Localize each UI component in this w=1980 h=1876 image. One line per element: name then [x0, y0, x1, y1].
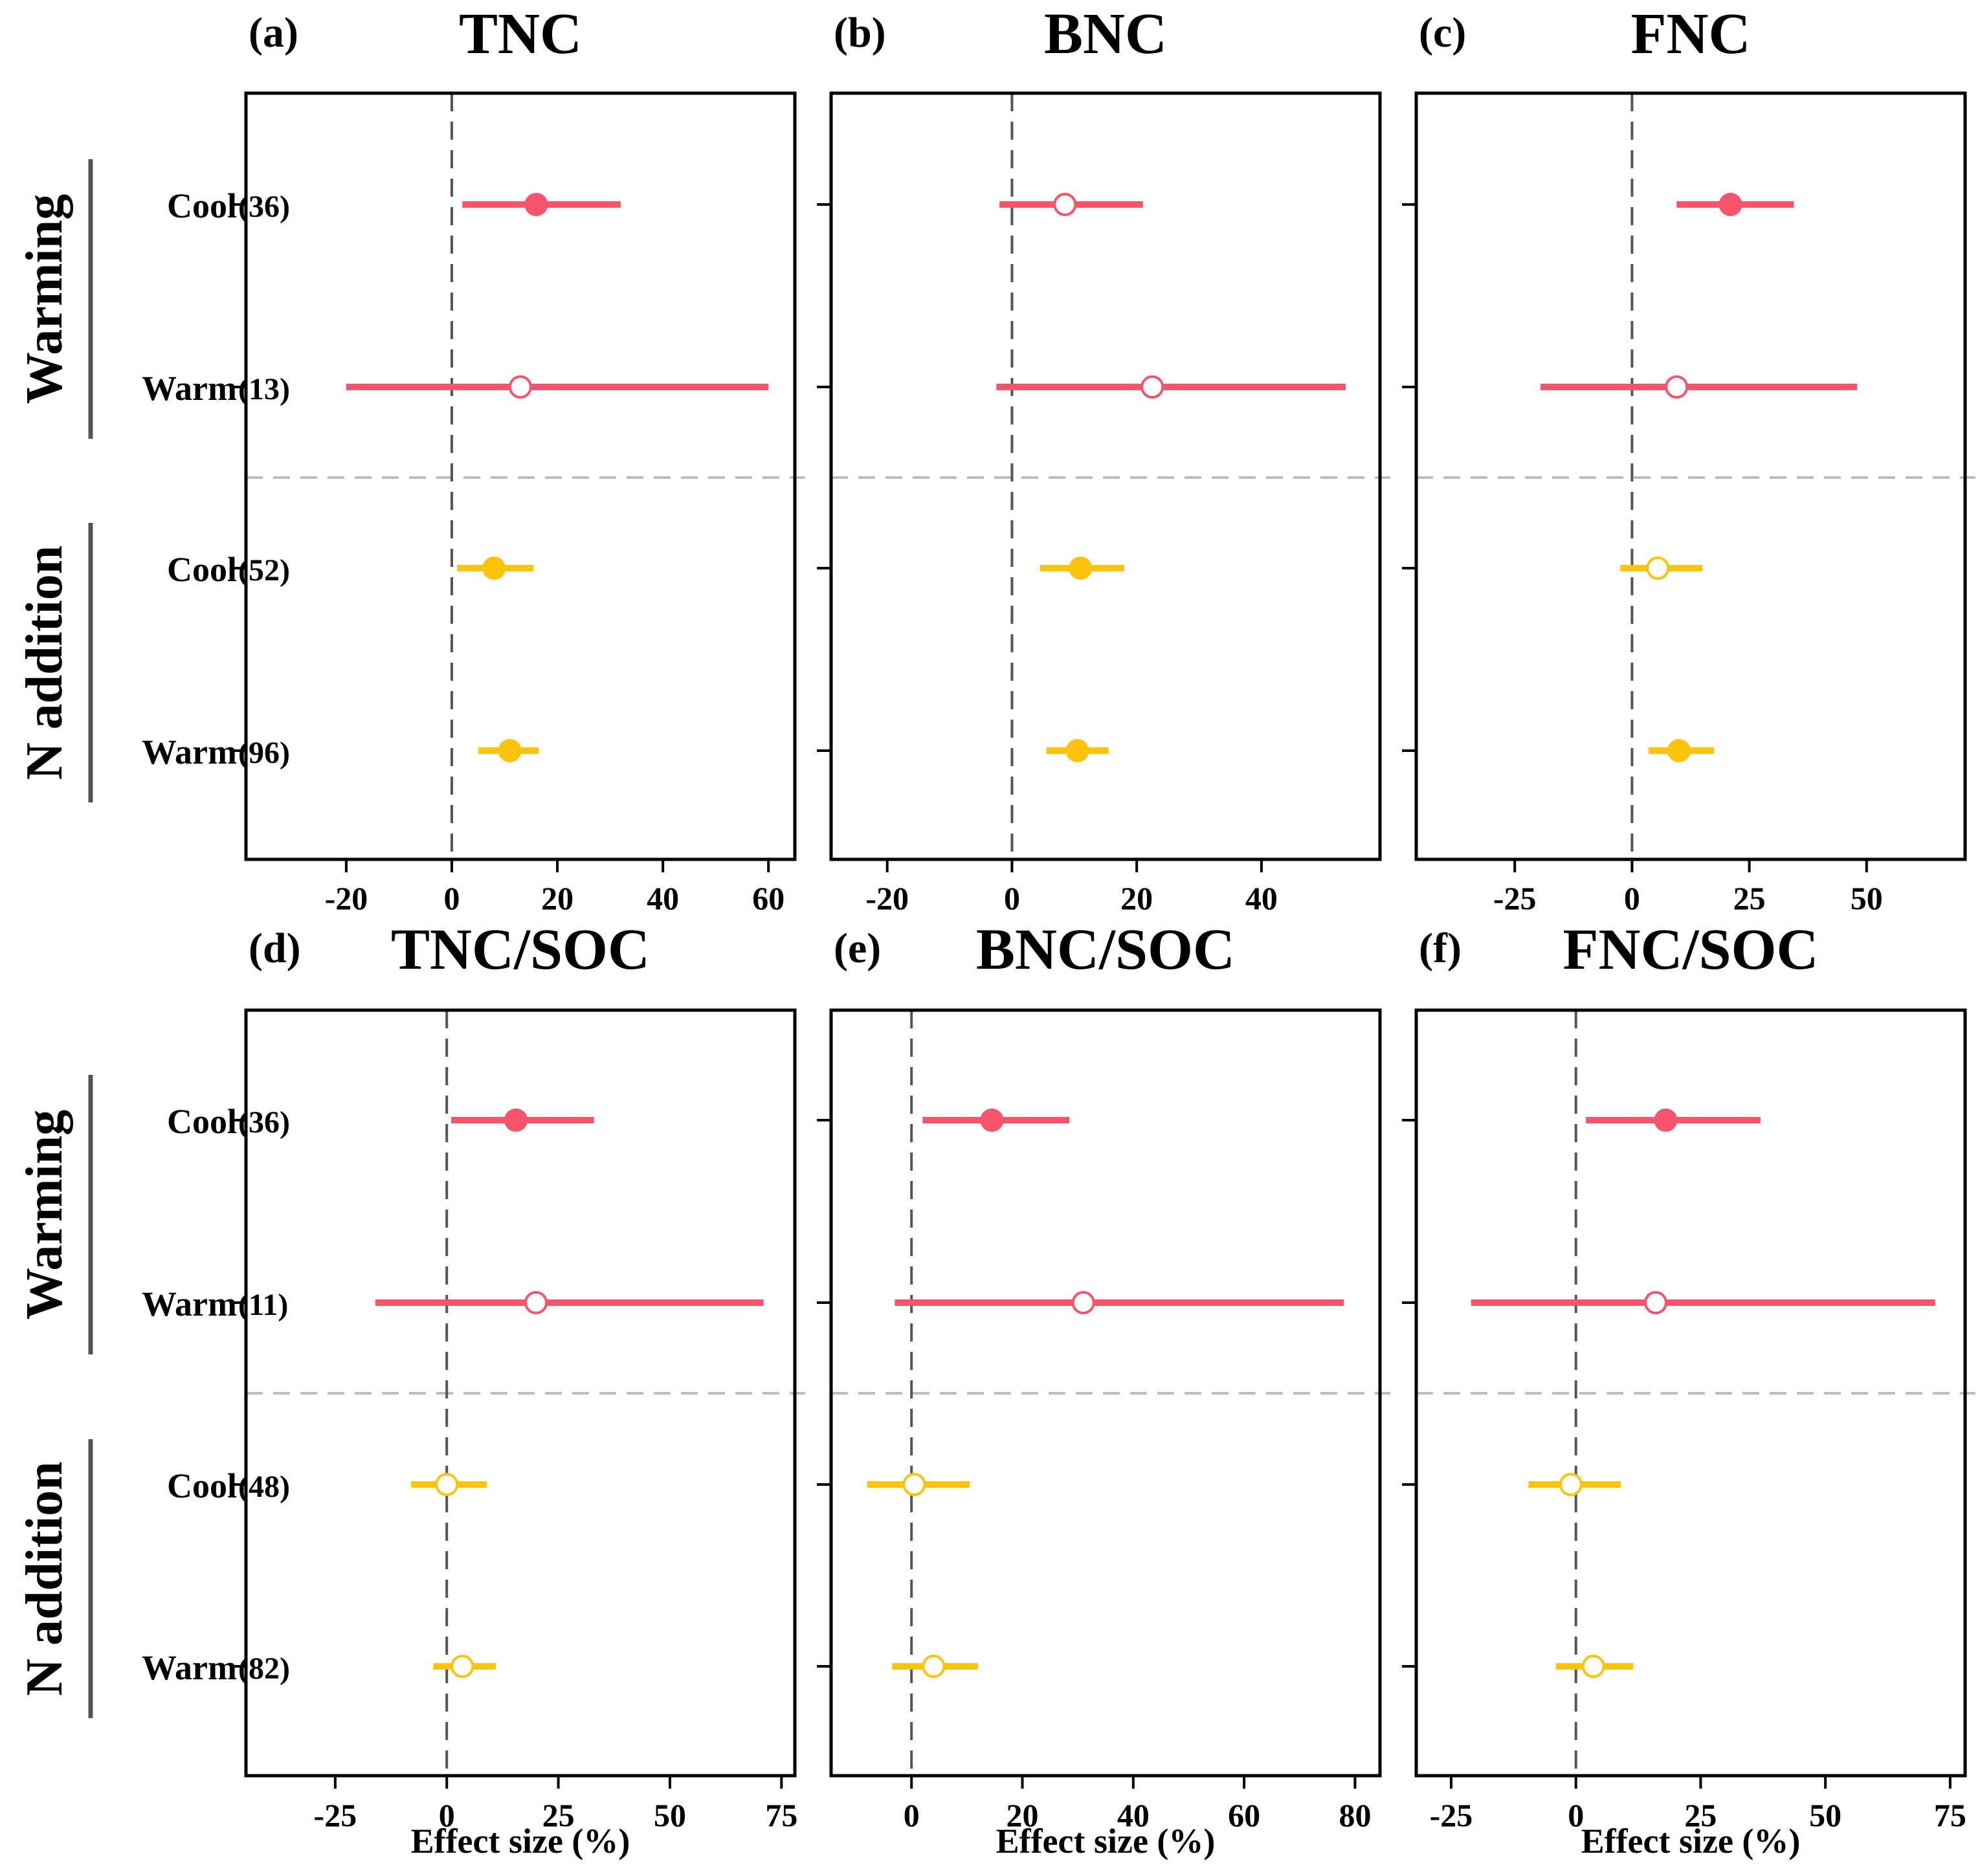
x-tick-label: -20 [865, 880, 909, 916]
panel-title: BNC [1044, 2, 1167, 66]
x-tick-label: 75 [1934, 1797, 1966, 1833]
row-label: Cool [167, 550, 237, 589]
effect-point-filled [1719, 193, 1742, 216]
group-label-warming: Warming [16, 1110, 73, 1319]
effect-point-open [524, 1291, 548, 1314]
panel-title: TNC/SOC [391, 918, 650, 982]
x-tick-label: 80 [1339, 1797, 1371, 1833]
x-axis-label: Effect size (%) [1581, 1822, 1801, 1860]
row-label: Warm [142, 733, 237, 771]
x-tick-label: 20 [1007, 1797, 1039, 1833]
x-tick-label: 25 [1733, 880, 1766, 916]
x-axis-label: Effect size (%) [411, 1822, 630, 1860]
plot-frame [829, 91, 1382, 861]
row-label: Cool [167, 1466, 237, 1505]
row-label: Cool [167, 186, 237, 225]
x-tick-label: 0 [1568, 1797, 1584, 1833]
x-tick-label: 25 [542, 1797, 575, 1833]
effect-point-filled [1654, 1109, 1678, 1132]
panel-label: (a) [249, 9, 298, 56]
row-label: Warm [142, 369, 237, 408]
x-tick-label: -25 [1430, 1797, 1473, 1833]
x-tick-label: 50 [1851, 880, 1883, 916]
x-tick-label: 0 [439, 1797, 455, 1833]
x-tick-label: 20 [1120, 880, 1153, 916]
effect-point-open [902, 1473, 926, 1496]
x-tick-label: 0 [904, 1797, 920, 1833]
effect-point-filled [482, 557, 506, 580]
panel-title: TNC [459, 2, 582, 66]
panel-label: (d) [249, 925, 301, 972]
x-tick-label: -25 [1493, 880, 1537, 916]
group-label-n-addition: N addition [16, 1461, 73, 1695]
x-tick-label: 75 [765, 1797, 797, 1833]
effect-point-open [1053, 193, 1077, 216]
x-tick-label: 40 [1245, 880, 1278, 916]
effect-point-open [509, 375, 532, 399]
row-label: Warm [142, 1648, 237, 1687]
x-axis-label: Effect size (%) [996, 1822, 1216, 1860]
row-label: Cool [167, 1102, 237, 1141]
effect-point-open [451, 1655, 474, 1678]
effect-point-filled [498, 739, 522, 762]
panel-label: (f) [1419, 925, 1462, 972]
group-label-n-addition: N addition [16, 546, 73, 780]
panel-label: (e) [834, 925, 881, 972]
effect-point-open [1071, 1291, 1095, 1314]
effect-point-filled [504, 1109, 528, 1132]
effect-point-filled [524, 193, 548, 216]
effect-point-filled [1667, 739, 1691, 762]
plot-frame [829, 1008, 1382, 1778]
x-tick-label: 40 [1117, 1797, 1150, 1833]
x-tick-label: -25 [314, 1797, 357, 1833]
panel-label: (b) [834, 9, 886, 56]
panel-title: FNC/SOC [1563, 918, 1818, 982]
plot-frame [1414, 1008, 1967, 1778]
effect-point-open [1140, 375, 1164, 399]
x-tick-label: 25 [1684, 1797, 1717, 1833]
effect-point-open [435, 1473, 459, 1496]
effect-point-filled [1065, 739, 1089, 762]
plot-frame [1414, 91, 1967, 861]
plot-frame [244, 1008, 797, 1778]
x-tick-label: 60 [1228, 1797, 1260, 1833]
effect-point-open [922, 1655, 946, 1678]
x-tick-label: 50 [1809, 1797, 1841, 1833]
effect-point-open [1559, 1473, 1583, 1496]
x-tick-label: 20 [541, 880, 573, 916]
x-tick-label: 0 [1004, 880, 1020, 916]
effect-point-open [1646, 557, 1670, 580]
panel-title: BNC/SOC [976, 918, 1235, 982]
group-label-warming: Warming [16, 194, 73, 404]
panel-label: (c) [1419, 9, 1466, 56]
effect-point-filled [980, 1109, 1004, 1132]
x-tick-label: 40 [647, 880, 679, 916]
x-tick-label: 0 [444, 880, 460, 916]
effect-point-open [1581, 1655, 1605, 1678]
effect-point-open [1644, 1291, 1668, 1314]
x-tick-label: -20 [325, 880, 368, 916]
x-tick-label: 0 [1624, 880, 1640, 916]
row-label: Warm [142, 1285, 237, 1323]
plot-frame [244, 91, 797, 861]
effect-point-open [1665, 375, 1689, 399]
x-tick-label: 60 [752, 880, 784, 916]
panel-title: FNC [1631, 2, 1751, 66]
x-tick-label: 50 [654, 1797, 686, 1833]
effect-point-filled [1069, 557, 1093, 580]
